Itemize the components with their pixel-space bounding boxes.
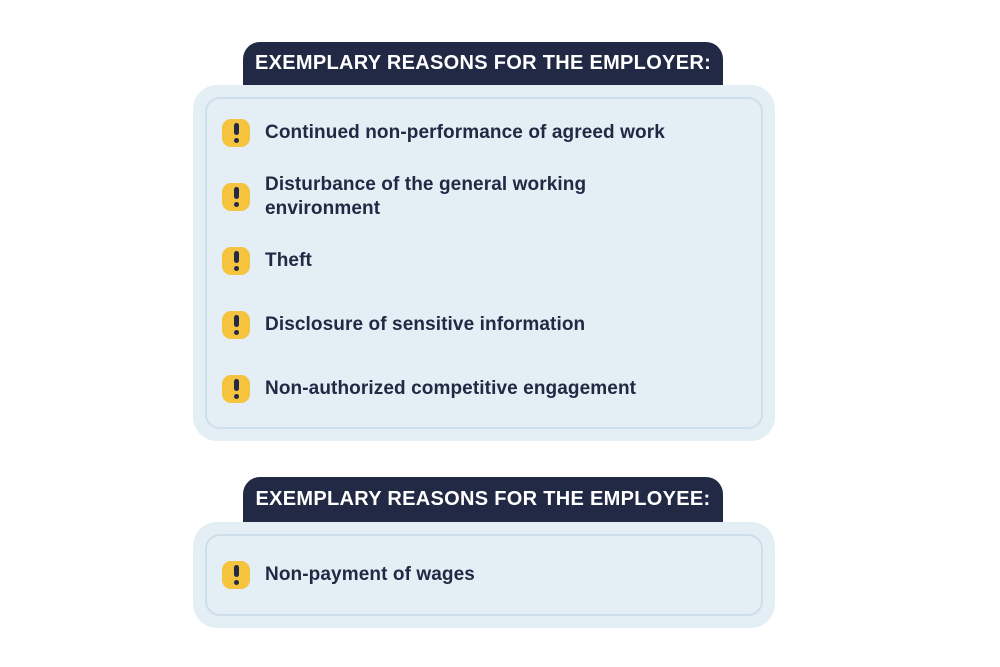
exclamation-bar bbox=[233, 565, 239, 577]
exclamation-bar bbox=[233, 315, 239, 327]
reason-label: Continued non-performance of agreed work bbox=[265, 122, 665, 143]
exclamation-dot bbox=[233, 202, 239, 207]
exclamation-dot bbox=[233, 330, 239, 335]
exclamation-icon bbox=[222, 247, 250, 275]
exclamation-bar bbox=[233, 123, 239, 135]
reason-item: Theft bbox=[222, 229, 751, 293]
reason-item: Continued non-performance of agreed work bbox=[222, 101, 751, 165]
employer-header-title: EXEMPLARY REASONS FOR THE EMPLOYER: bbox=[254, 52, 712, 74]
exclamation-icon bbox=[222, 375, 250, 403]
reason-label: Non-authorized competitive engagement bbox=[265, 378, 637, 399]
employee-card: Non-payment of wages bbox=[193, 522, 775, 628]
exclamation-icon bbox=[222, 561, 250, 589]
reason-item: Disclosure of sensitive information bbox=[222, 293, 751, 357]
reason-label: Theft bbox=[265, 250, 312, 271]
employee-reason-list: Non-payment of wages bbox=[193, 522, 775, 628]
employer-reason-list: Continued non-performance of agreed work… bbox=[193, 85, 775, 441]
exclamation-bar bbox=[233, 187, 239, 199]
exclamation-dot bbox=[233, 580, 239, 585]
exclamation-bar bbox=[233, 251, 239, 263]
reason-item: Non-authorized competitive engagement bbox=[222, 357, 751, 421]
reason-label: Non-payment of wages bbox=[265, 564, 475, 585]
exclamation-dot bbox=[233, 138, 239, 143]
exclamation-dot bbox=[233, 266, 239, 271]
reason-item: Non-payment of wages bbox=[222, 543, 751, 607]
exclamation-dot bbox=[233, 394, 239, 399]
reason-label: Disturbance of the general working envir… bbox=[265, 174, 587, 219]
exclamation-icon bbox=[222, 311, 250, 339]
employer-card: Continued non-performance of agreed work… bbox=[193, 85, 775, 441]
employee-header-title: EXEMPLARY REASONS FOR THE EMPLOYEE: bbox=[255, 488, 711, 510]
exclamation-bar bbox=[233, 379, 239, 391]
employer-header-pill: EXEMPLARY REASONS FOR THE EMPLOYER: bbox=[243, 42, 723, 85]
employee-header-pill: EXEMPLARY REASONS FOR THE EMPLOYEE: bbox=[243, 477, 723, 522]
reason-label: Disclosure of sensitive information bbox=[265, 314, 586, 335]
exclamation-icon bbox=[222, 119, 250, 147]
reason-item: Disturbance of the general working envir… bbox=[222, 165, 751, 229]
exclamation-icon bbox=[222, 183, 250, 211]
